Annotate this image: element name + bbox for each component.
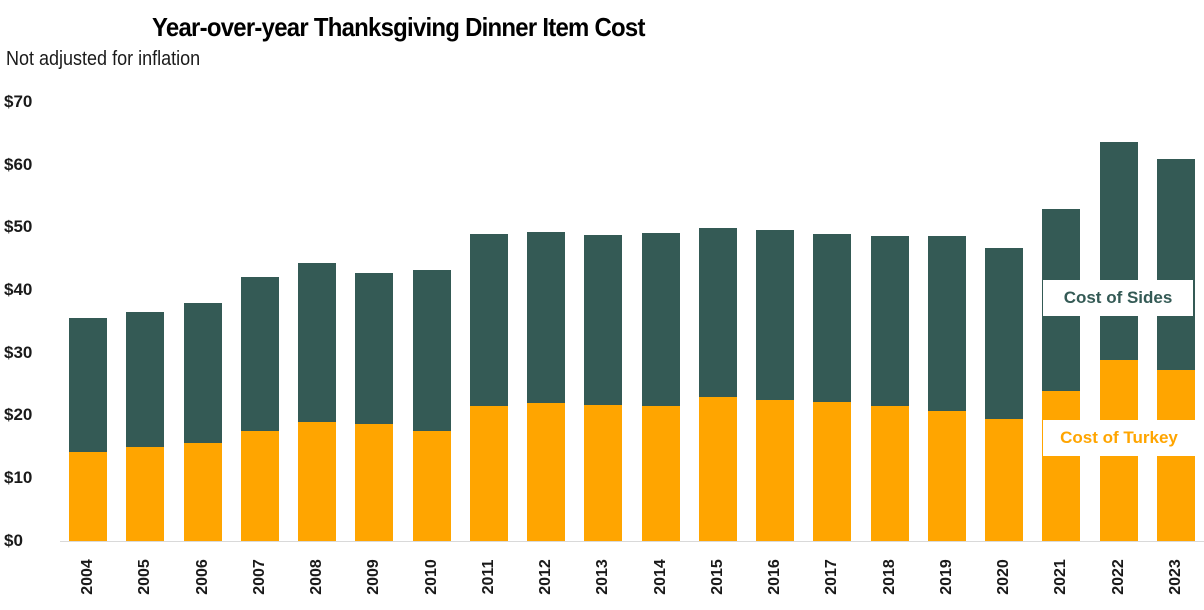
x-tick-label: 2015 bbox=[708, 559, 726, 595]
bar-2019 bbox=[927, 236, 966, 541]
y-tick: $40 bbox=[4, 280, 33, 299]
y-tick: $20 bbox=[4, 405, 33, 424]
x-tick-label: 2023 bbox=[1166, 559, 1184, 595]
x-tick-label: 2013 bbox=[594, 559, 612, 595]
y-tick: $30 bbox=[4, 343, 33, 362]
x-tick-label: 2011 bbox=[479, 559, 497, 595]
x-tick-label: 2019 bbox=[937, 559, 955, 595]
bar-segment-sides bbox=[69, 317, 107, 452]
bar-segment-turkey bbox=[813, 401, 852, 541]
x-tick-label: 2021 bbox=[1052, 559, 1070, 595]
bar-segment-turkey bbox=[298, 421, 337, 541]
bar-2015 bbox=[698, 228, 737, 541]
bar-2006 bbox=[183, 302, 222, 541]
bar-2004 bbox=[69, 317, 107, 541]
x-tick-label: 2007 bbox=[250, 559, 268, 595]
bar-segment-turkey bbox=[641, 406, 680, 541]
x-axis-line bbox=[60, 541, 1204, 542]
x-tick-label: 2020 bbox=[995, 559, 1013, 595]
bar-2011 bbox=[469, 233, 508, 541]
bar-segment-turkey bbox=[240, 431, 279, 541]
legend-label-sides: Cost of Sides bbox=[1043, 280, 1193, 316]
y-tick: $10 bbox=[4, 468, 33, 487]
bar-2005 bbox=[126, 312, 165, 541]
bar-2020 bbox=[985, 248, 1024, 541]
bar-2012 bbox=[527, 231, 566, 541]
bar-segment-turkey bbox=[183, 443, 222, 541]
bar-2023 bbox=[1156, 159, 1195, 541]
bar-segment-sides bbox=[927, 236, 966, 412]
x-tick-label: 2014 bbox=[651, 559, 669, 595]
x-tick-label: 2009 bbox=[365, 559, 383, 595]
x-tick-label: 2004 bbox=[79, 559, 96, 595]
bar-2007 bbox=[240, 277, 279, 541]
bar-segment-sides bbox=[584, 235, 623, 405]
y-tick: $60 bbox=[4, 155, 33, 174]
x-tick-label: 2006 bbox=[193, 559, 211, 595]
bar-segment-turkey bbox=[412, 431, 451, 541]
bar-2016 bbox=[756, 230, 795, 541]
bar-segment-sides bbox=[298, 263, 337, 422]
bar-segment-sides bbox=[183, 302, 222, 444]
y-axis: $70 $60 $50 $40 $30 $20 $10 $0 bbox=[0, 0, 60, 610]
y-tick: $70 bbox=[4, 92, 33, 111]
bar-2008 bbox=[298, 263, 337, 541]
bar-2009 bbox=[355, 273, 394, 541]
bar-segment-turkey bbox=[985, 419, 1024, 541]
bar-segment-sides bbox=[813, 233, 852, 402]
x-tick-label: 2008 bbox=[308, 559, 326, 595]
bar-segment-sides bbox=[756, 230, 795, 400]
bar-segment-turkey bbox=[69, 451, 107, 541]
bar-2017 bbox=[813, 233, 852, 541]
x-tick-label: 2005 bbox=[136, 559, 154, 595]
x-tick-label: 2022 bbox=[1109, 559, 1127, 595]
bar-segment-turkey bbox=[469, 406, 508, 541]
bar-2018 bbox=[870, 236, 909, 541]
bar-segment-sides bbox=[355, 273, 394, 424]
x-tick-label: 2010 bbox=[422, 559, 440, 595]
bar-segment-turkey bbox=[698, 397, 737, 541]
bar-segment-sides bbox=[527, 231, 566, 404]
chart-title: Year-over-year Thanksgiving Dinner Item … bbox=[152, 12, 645, 42]
bar-segment-turkey bbox=[355, 423, 394, 541]
bar-segment-turkey bbox=[527, 403, 566, 541]
x-tick-label: 2016 bbox=[766, 559, 784, 595]
chart-subtitle: Not adjusted for inflation bbox=[6, 48, 201, 70]
bar-segment-sides bbox=[240, 277, 279, 432]
bar-segment-sides bbox=[641, 232, 680, 407]
bar-2010 bbox=[412, 270, 451, 541]
bar-segment-sides bbox=[870, 236, 909, 407]
bar-segment-turkey bbox=[584, 404, 623, 541]
bar-segment-turkey bbox=[126, 446, 165, 541]
y-tick: $0 bbox=[4, 531, 23, 550]
bar-segment-sides bbox=[412, 270, 451, 432]
bar-segment-turkey bbox=[927, 411, 966, 541]
bar-segment-sides bbox=[1099, 141, 1138, 360]
x-tick-label: 2017 bbox=[823, 559, 841, 595]
bar-segment-turkey bbox=[1042, 391, 1081, 541]
bar-segment-sides bbox=[1156, 159, 1195, 370]
bar-2021 bbox=[1042, 208, 1081, 541]
bar-segment-turkey bbox=[870, 406, 909, 541]
bar-segment-sides bbox=[698, 228, 737, 398]
legend-label-turkey: Cost of Turkey bbox=[1043, 420, 1195, 456]
y-tick: $50 bbox=[4, 217, 33, 236]
x-tick-label: 2012 bbox=[537, 559, 555, 595]
bar-segment-turkey bbox=[756, 399, 795, 541]
x-tick-label: 2018 bbox=[880, 559, 898, 595]
bar-segment-sides bbox=[126, 312, 165, 447]
bar-segment-sides bbox=[469, 233, 508, 407]
bar-2022 bbox=[1099, 141, 1138, 541]
bar-2014 bbox=[641, 232, 680, 541]
bar-2013 bbox=[584, 235, 623, 541]
bar-segment-sides bbox=[985, 248, 1024, 420]
